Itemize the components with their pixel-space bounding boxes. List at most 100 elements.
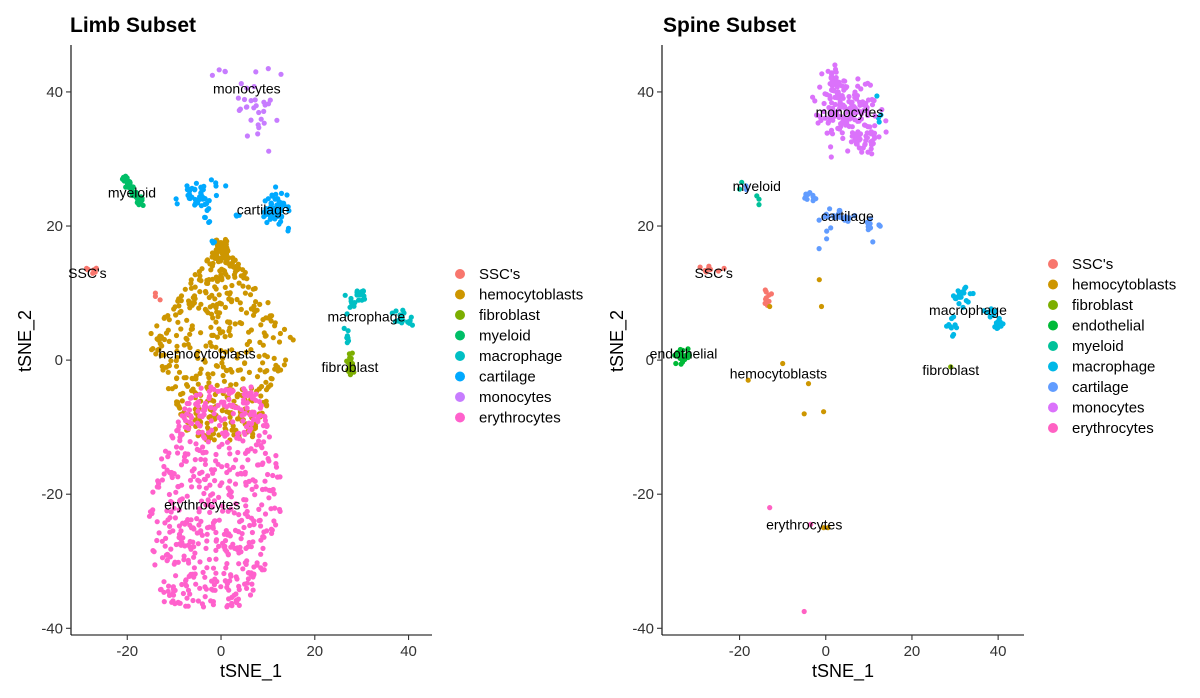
limb-point-erythrocytes xyxy=(187,395,194,401)
spine-point-hemocytoblasts xyxy=(805,381,812,387)
limb-point-erythrocytes xyxy=(205,473,211,479)
limb-point-erythrocytes xyxy=(207,482,213,488)
limb-point-hemocytoblasts xyxy=(273,362,279,368)
spine-point-monocytes xyxy=(876,134,882,140)
limb-point-erythrocytes xyxy=(243,497,249,503)
limb-point-erythrocytes xyxy=(273,522,279,528)
limb-point-erythrocytes xyxy=(202,574,208,580)
limb-point-erythrocytes xyxy=(205,497,211,503)
spine-point-monocytes xyxy=(833,75,839,81)
limb-point-erythrocytes xyxy=(226,587,232,593)
limb-point-erythrocytes xyxy=(165,588,171,594)
limb-point-erythrocytes xyxy=(204,565,210,571)
limb-point-hemocytoblasts xyxy=(220,267,227,273)
spine-point-cartilage xyxy=(842,217,848,223)
limb-point-erythrocytes xyxy=(248,544,254,550)
limb-point-macrophage xyxy=(347,304,353,310)
spine-point-monocytes xyxy=(827,81,833,87)
limb-point-erythrocytes xyxy=(182,406,188,412)
spine-point-monocytes xyxy=(865,149,871,155)
limb-point-erythrocytes xyxy=(172,587,178,594)
limb-point-erythrocytes xyxy=(170,471,176,477)
limb-point-erythrocytes xyxy=(178,462,185,468)
limb-point-hemocytoblasts xyxy=(161,315,167,321)
limb-point-erythrocytes xyxy=(195,477,201,483)
limb-point-hemocytoblasts xyxy=(206,380,212,386)
limb-point-hemocytoblasts xyxy=(209,332,215,338)
limb-point-erythrocytes xyxy=(224,431,230,437)
limb-point-hemocytoblasts xyxy=(224,290,230,296)
limb-point-hemocytoblasts xyxy=(237,300,243,306)
limb-point-erythrocytes xyxy=(261,439,267,445)
limb-point-erythrocytes xyxy=(194,516,200,522)
limb-point-macrophage xyxy=(406,320,413,326)
limb-point-erythrocytes xyxy=(233,501,239,507)
limb-point-hemocytoblasts xyxy=(242,290,248,296)
limb-point-erythrocytes xyxy=(207,509,213,515)
limb-point-hemocytoblasts xyxy=(173,312,179,318)
limb-point-erythrocytes xyxy=(198,518,204,525)
spine-point-monocytes xyxy=(872,113,878,119)
limb-point-erythrocytes xyxy=(213,458,219,464)
limb-point-erythrocytes xyxy=(232,481,239,487)
limb-point-erythrocytes xyxy=(187,591,193,597)
limb-point-erythrocytes xyxy=(243,545,249,552)
limb-point-erythrocytes xyxy=(271,518,277,524)
limb-point-hemocytoblasts xyxy=(211,437,217,443)
limb-point-hemocytoblasts xyxy=(226,328,232,334)
limb-point-hemocytoblasts xyxy=(250,286,256,292)
limb-point-hemocytoblasts xyxy=(197,289,203,295)
spine-legend-key-cartilage xyxy=(1048,382,1058,392)
limb-point-monocytes xyxy=(256,109,262,116)
limb-point-erythrocytes xyxy=(248,384,254,390)
spine-cluster-label-endothelial: endothelial xyxy=(650,345,718,361)
limb-point-hemocytoblasts xyxy=(175,401,181,407)
spine-point-monocytes xyxy=(865,109,871,115)
limb-point-erythrocytes xyxy=(262,413,268,419)
limb-point-erythrocytes xyxy=(187,439,193,445)
spine-point-ssc-s xyxy=(763,289,769,295)
limb-point-erythrocytes xyxy=(230,419,236,425)
limb-point-erythrocytes xyxy=(225,551,231,557)
limb-point-hemocytoblasts xyxy=(227,332,233,338)
spine-point-myeloid xyxy=(756,202,762,208)
spine-point-monocytes xyxy=(815,120,821,126)
spine-point-monocytes xyxy=(863,103,869,109)
limb-point-cartilage xyxy=(269,192,275,198)
spine-legend-label-ssc-s: SSC's xyxy=(1072,256,1113,273)
limb-point-erythrocytes xyxy=(170,435,176,441)
limb-point-erythrocytes xyxy=(273,461,279,467)
limb-point-erythrocytes xyxy=(255,415,261,422)
spine-point-monocytes xyxy=(840,135,846,141)
spine-point-cartilage xyxy=(816,246,822,252)
spine-y-axis-title: tSNE_2 xyxy=(607,310,628,372)
spine-point-macrophage xyxy=(956,301,962,307)
limb-point-hemocytoblasts xyxy=(248,327,254,333)
limb-point-erythrocytes xyxy=(211,498,217,504)
spine-legend-label-macrophage: macrophage xyxy=(1072,359,1155,376)
limb-point-erythrocytes xyxy=(260,545,266,552)
limb-point-erythrocytes xyxy=(199,429,205,435)
spine-point-monocytes xyxy=(832,62,838,68)
limb-point-cartilage xyxy=(209,238,215,244)
limb-point-hemocytoblasts xyxy=(222,349,228,355)
limb-point-erythrocytes xyxy=(249,581,255,587)
limb-point-hemocytoblasts xyxy=(214,334,220,340)
limb-point-erythrocytes xyxy=(192,457,198,463)
spine-point-monocytes xyxy=(829,100,835,106)
limb-point-hemocytoblasts xyxy=(173,363,180,369)
limb-point-hemocytoblasts xyxy=(191,293,198,299)
limb-point-hemocytoblasts xyxy=(268,313,274,319)
limb-point-erythrocytes xyxy=(260,460,266,466)
limb-point-erythrocytes xyxy=(225,602,231,609)
limb-point-macrophage xyxy=(354,288,360,294)
limb-point-erythrocytes xyxy=(165,552,171,558)
spine-point-macrophage xyxy=(981,308,987,314)
limb-point-erythrocytes xyxy=(159,456,165,462)
limb-point-erythrocytes xyxy=(231,510,237,516)
limb-point-erythrocytes xyxy=(226,396,232,403)
limb-point-erythrocytes xyxy=(236,561,242,567)
limb-point-erythrocytes xyxy=(198,528,204,534)
limb-point-hemocytoblasts xyxy=(213,274,219,280)
limb-point-erythrocytes xyxy=(233,591,239,597)
